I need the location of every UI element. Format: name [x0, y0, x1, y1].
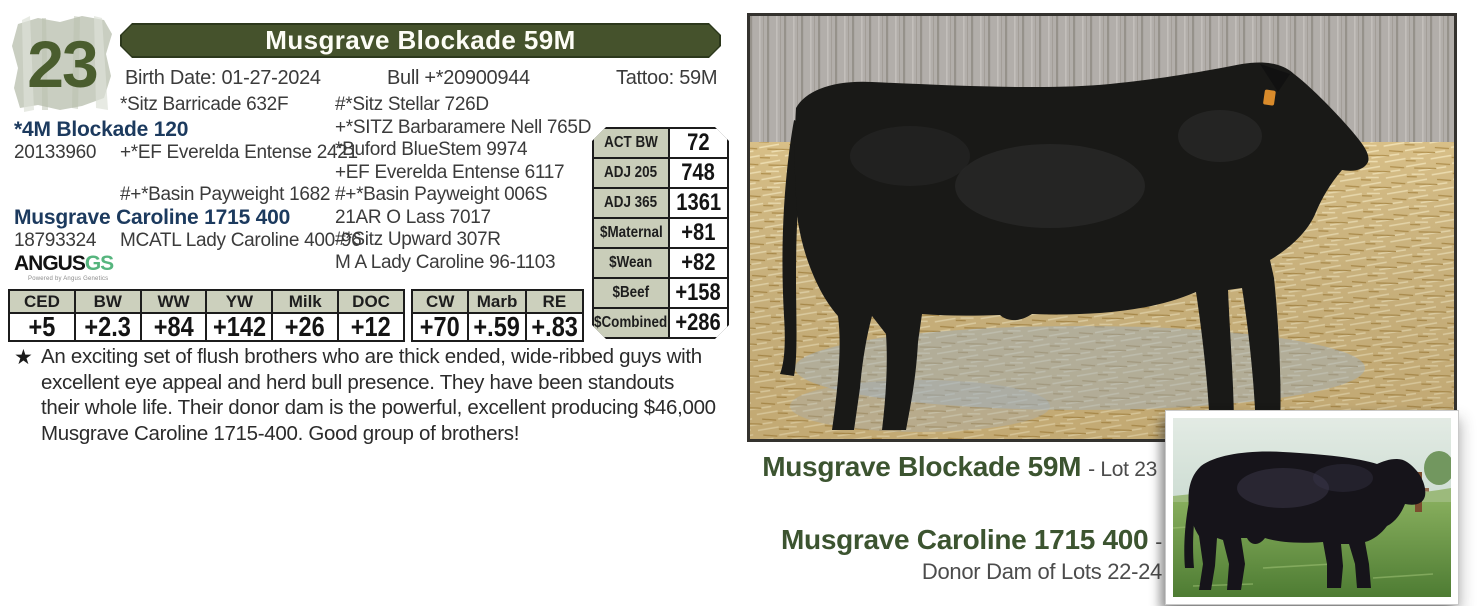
- epd-header: WW: [141, 291, 206, 312]
- dam-registration: 18793324: [14, 230, 97, 251]
- epd-header: Milk: [273, 291, 338, 312]
- caption-animal-name: Musgrave Blockade 59M: [762, 451, 1082, 482]
- epd-header: CW: [413, 291, 468, 312]
- epd-value: +12: [339, 311, 403, 342]
- epd-header: CED: [10, 291, 74, 312]
- dam-grandsire: #+*Basin Payweight 1682: [120, 184, 331, 205]
- caption-dam-dash: -: [1155, 531, 1162, 554]
- epd-value: +.83: [526, 311, 582, 342]
- caption-lot-reference: - Lot 23: [1088, 458, 1157, 481]
- perf-label: ACT BW: [594, 129, 668, 157]
- star-icon: ★: [14, 346, 33, 369]
- title-banner-inner: Musgrave Blockade 59M: [122, 25, 719, 56]
- bull-photo-illustration: [750, 16, 1454, 439]
- gen3-line: #+*Basin Payweight 006S: [335, 184, 548, 205]
- main-bull-photo: [747, 13, 1457, 442]
- angus-gs-text: GS: [84, 252, 114, 275]
- dam-name: Musgrave Caroline 1715 400: [14, 206, 291, 229]
- sire-registration: 20133960: [14, 142, 97, 163]
- main-photo-caption: Musgrave Blockade 59M - Lot 23: [762, 451, 1157, 483]
- sire-grandsire: *Sitz Barricade 632F: [120, 94, 289, 115]
- epd-value: +70: [413, 311, 468, 342]
- epd-header: Marb: [469, 291, 525, 312]
- epd-header: YW: [207, 291, 272, 312]
- epd-table-main: CED +5 BW +2.3 WW +84 YW +142 Milk +26 D…: [8, 289, 405, 342]
- gen3-line: +EF Everelda Entense 6117: [335, 162, 565, 183]
- perf-value: +81: [670, 219, 727, 247]
- epd-value: +2.3: [75, 311, 140, 342]
- animal-name-title: Musgrave Blockade 59M: [265, 25, 576, 55]
- gen3-line: #*Sitz Stellar 726D: [335, 94, 489, 115]
- perf-value: 72: [670, 129, 727, 157]
- perf-label: ADJ 205: [594, 159, 668, 187]
- tattoo: Tattoo: 59M: [616, 67, 718, 89]
- lot-number: 23: [27, 27, 98, 101]
- gen3-line: *Buford BlueStem 9974: [335, 139, 528, 160]
- angus-logo-tagline: Powered by Angus Genetics: [28, 276, 109, 282]
- caption-dam-name: Musgrave Caroline 1715 400: [781, 524, 1149, 555]
- epd-header: RE: [526, 291, 582, 312]
- perf-value: +158: [670, 279, 727, 307]
- angus-gs-logo: ANGUSGS Powered by Angus Genetics: [14, 252, 114, 282]
- epd-header: DOC: [339, 291, 403, 312]
- perf-label: $Maternal: [594, 219, 668, 247]
- epd-header: BW: [75, 291, 140, 312]
- perf-label: $Beef: [594, 279, 668, 307]
- donor-dam-photo: [1165, 410, 1459, 605]
- caption-dam-subtitle: Donor Dam of Lots 22-24: [921, 559, 1162, 584]
- paint-splash-shape: [12, 16, 112, 112]
- dam-granddam: MCATL Lady Caroline 400-96: [120, 230, 362, 251]
- gen3-line: 21AR O Lass 7017: [335, 207, 491, 228]
- registration-number: Bull +*20900944: [387, 67, 530, 89]
- sire-name: *4M Blockade 120: [14, 118, 189, 141]
- perf-label: $Combined: [594, 309, 668, 337]
- perf-value: +286: [670, 309, 727, 337]
- inset-photo-caption: Musgrave Caroline 1715 400- Donor Dam of…: [781, 524, 1162, 585]
- lot-badge: 23: [8, 10, 116, 116]
- gen3-line: M A Lady Caroline 96-1103: [335, 252, 556, 273]
- epd-value: +5: [10, 311, 74, 342]
- epd-value: +84: [141, 311, 206, 342]
- perf-value: 748: [670, 159, 727, 187]
- gen3-line: +*SITZ Barbaramere Nell 765D: [335, 117, 592, 138]
- title-banner: Musgrave Blockade 59M: [120, 23, 721, 58]
- performance-table: ACT BW 72 ADJ 205 748 ADJ 365 1361 $Mate…: [592, 127, 729, 339]
- birth-date: Birth Date: 01-27-2024: [125, 67, 321, 89]
- lot-description: ★ An exciting set of flush brothers who …: [12, 344, 720, 446]
- cow-photo-illustration: [1173, 418, 1451, 597]
- epd-table-carcass: CW +70 Marb +.59 RE +.83: [411, 289, 584, 342]
- epd-value: +.59: [469, 311, 525, 342]
- perf-value: +82: [670, 249, 727, 277]
- sire-granddam: +*EF Everelda Entense 2421: [120, 142, 358, 163]
- angus-logo-text: ANGUS: [14, 252, 86, 275]
- perf-label: ADJ 365: [594, 189, 668, 217]
- perf-label: $Wean: [594, 249, 668, 277]
- epd-value: +26: [273, 311, 338, 342]
- description-text: An exciting set of flush brothers who ar…: [41, 345, 716, 445]
- perf-value: 1361: [670, 189, 727, 217]
- epd-value: +142: [207, 311, 272, 342]
- gen3-line: #*Sitz Upward 307R: [335, 229, 501, 250]
